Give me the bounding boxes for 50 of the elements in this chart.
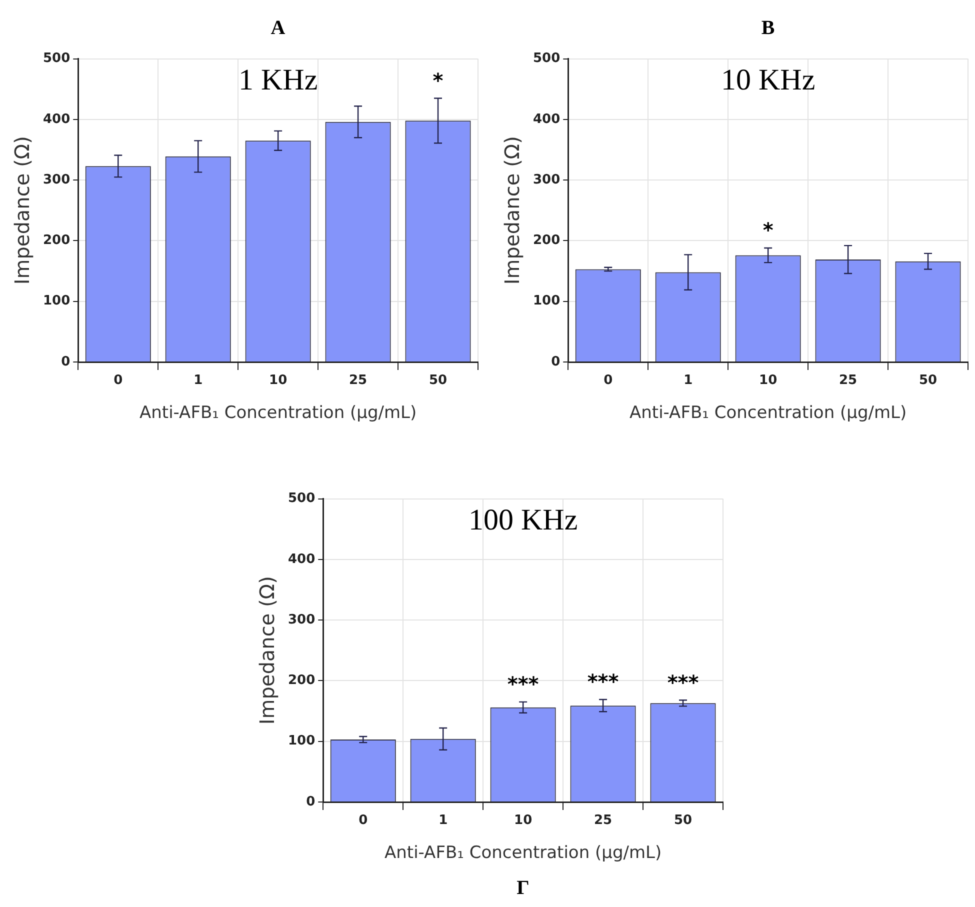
x-tick-label: 10 — [269, 373, 288, 388]
y-tick-label: 400 — [288, 552, 316, 567]
y-tick-label: 200 — [288, 673, 316, 688]
annotation: 100 KHz — [468, 504, 578, 537]
x-tick-label: 0 — [358, 813, 368, 828]
annotation: *** — [667, 670, 700, 694]
y-axis-title: Impedance (Ω) — [500, 136, 524, 285]
x-tick-label: 0 — [604, 373, 613, 388]
y-axis-title: Impedance (Ω) — [255, 576, 280, 725]
x-tick-label: 1 — [684, 373, 693, 388]
y-tick-label: 0 — [306, 794, 316, 810]
x-tick-label: 50 — [428, 373, 448, 388]
y-tick-label: 300 — [42, 172, 70, 188]
x-tick-label: 10 — [514, 813, 532, 828]
x-tick-label: 50 — [918, 373, 938, 388]
x-tick-label: 50 — [674, 813, 692, 828]
x-tick-label: 1 — [438, 813, 448, 828]
x-tick-label: 0 — [114, 373, 123, 388]
y-tick-label: 400 — [42, 112, 70, 127]
chart-title: A — [270, 16, 286, 41]
y-tick-label: 100 — [532, 294, 560, 309]
y-tick-label: 0 — [61, 354, 70, 370]
chart-title: B — [760, 16, 776, 41]
x-tick-label: 25 — [838, 373, 858, 388]
x-tick-label: 10 — [759, 373, 778, 388]
x-tick-label: 25 — [594, 813, 612, 828]
annotation: * — [432, 68, 444, 92]
annotation: * — [762, 218, 774, 242]
y-tick-label: 100 — [288, 734, 316, 749]
annotation: 1 KHz — [238, 64, 318, 97]
x-tick-label: 1 — [194, 373, 203, 388]
y-tick-label: 100 — [42, 294, 70, 309]
y-tick-label: 500 — [532, 51, 560, 66]
annotation: 10 KHz — [720, 64, 816, 97]
y-tick-label: 0 — [551, 354, 560, 370]
text: Г — [516, 876, 530, 901]
annotation: *** — [587, 670, 620, 694]
y-tick-label: 400 — [532, 112, 560, 127]
x-tick-label: 25 — [348, 373, 368, 388]
x-axis-title: Anti-AFB₁ Concentration (µg/mL) — [384, 843, 662, 864]
y-axis-title: Impedance (Ω) — [10, 136, 34, 285]
y-tick-label: 200 — [532, 233, 560, 248]
y-tick-label: 300 — [532, 172, 560, 188]
y-tick-label: 200 — [42, 233, 70, 248]
y-tick-label: 500 — [42, 51, 70, 66]
x-axis-title: Anti-AFB₁ Concentration (µg/mL) — [630, 403, 907, 424]
x-axis-title: Anti-AFB₁ Concentration (µg/mL) — [140, 403, 417, 424]
y-tick-label: 300 — [288, 612, 316, 628]
annotation: *** — [507, 672, 540, 696]
y-tick-label: 500 — [288, 491, 316, 506]
